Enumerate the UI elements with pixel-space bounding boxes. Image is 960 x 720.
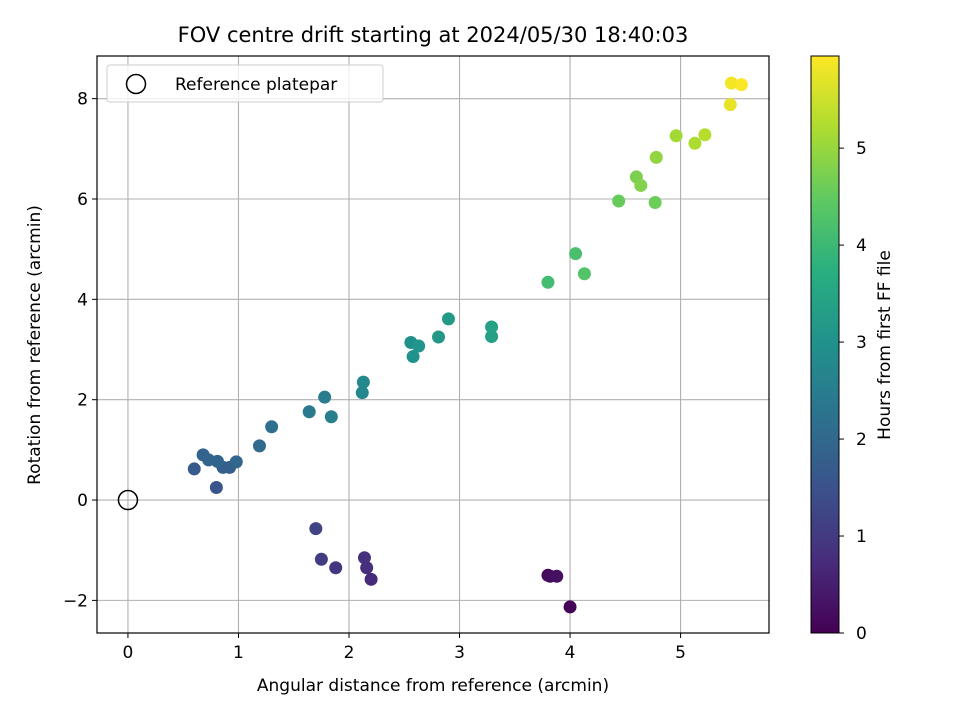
data-point — [324, 410, 338, 424]
x-tick-label: 0 — [123, 643, 134, 663]
reference-platepar-marker — [117, 489, 139, 511]
data-points — [187, 76, 748, 614]
data-point — [314, 552, 328, 566]
data-point — [563, 600, 577, 614]
data-point — [723, 98, 737, 112]
data-point — [688, 136, 702, 150]
x-axis-label: Angular distance from reference (arcmin) — [257, 676, 609, 696]
data-point — [698, 128, 712, 142]
legend: Reference platepar — [106, 64, 384, 103]
data-point — [229, 455, 243, 469]
colorbar-tick-label: 2 — [856, 430, 867, 450]
data-point — [329, 561, 343, 575]
data-point — [612, 194, 626, 208]
data-point — [550, 569, 564, 583]
data-point — [634, 178, 648, 192]
data-point — [318, 390, 332, 404]
data-point — [724, 76, 738, 90]
y-tick-label: 6 — [77, 190, 88, 210]
data-point — [648, 196, 662, 210]
y-tick-label: 0 — [77, 491, 88, 511]
x-tick-label: 3 — [454, 643, 465, 663]
chart-title: FOV centre drift starting at 2024/05/30 … — [178, 23, 689, 47]
x-tick-label: 5 — [675, 643, 686, 663]
x-tick-label: 2 — [344, 643, 355, 663]
legend-reference-marker — [125, 73, 147, 95]
y-tick-label: 8 — [77, 90, 88, 110]
colorbar-tick-label: 3 — [856, 333, 867, 353]
x-tick-label: 4 — [565, 643, 576, 663]
data-point — [209, 480, 223, 494]
colorbar-label: Hours from first FF file — [875, 250, 895, 440]
grid-lines — [97, 56, 769, 633]
data-point — [357, 551, 371, 565]
colorbar-tick-label: 4 — [856, 236, 867, 256]
colorbar-gradient — [810, 55, 840, 634]
colorbar-tick-label: 1 — [856, 527, 867, 547]
data-point — [485, 329, 499, 343]
data-point — [406, 350, 420, 364]
legend-entry-reference: Reference platepar — [175, 75, 337, 95]
colorbar-ticks: 0 1 2 3 4 5 — [839, 139, 867, 644]
data-point — [412, 339, 426, 353]
reference-marker-group — [117, 489, 139, 511]
data-point — [210, 454, 224, 468]
colorbar-tick-label: 5 — [856, 139, 867, 159]
data-point — [432, 330, 446, 344]
data-point — [669, 129, 683, 143]
data-point — [569, 247, 583, 261]
y-axis-ticks: −2 0 2 4 6 8 — [63, 90, 97, 611]
data-point — [356, 375, 370, 389]
data-point — [302, 405, 316, 419]
data-point — [355, 386, 369, 400]
y-tick-label: 2 — [77, 391, 88, 411]
data-point — [187, 462, 201, 476]
data-point — [441, 312, 455, 326]
data-point — [649, 150, 663, 164]
data-point — [309, 522, 323, 536]
colorbar: 0 1 2 3 4 5 Hours from first FF file — [810, 55, 895, 644]
data-point — [577, 267, 591, 281]
data-point — [485, 320, 499, 334]
plot-area — [96, 55, 770, 634]
data-point — [360, 561, 374, 575]
data-point — [265, 420, 279, 434]
y-tick-label: 4 — [77, 290, 88, 310]
data-point — [541, 275, 555, 289]
data-point — [252, 439, 266, 453]
x-tick-label: 1 — [233, 643, 244, 663]
y-axis-label: Rotation from reference (arcmin) — [25, 205, 45, 485]
y-tick-label: −2 — [63, 591, 88, 611]
colorbar-tick-label: 0 — [856, 624, 867, 644]
x-axis-ticks: 0 1 2 3 4 5 — [123, 633, 686, 663]
legend-box — [106, 64, 384, 103]
data-point — [364, 572, 378, 586]
data-point — [734, 78, 748, 92]
axes-frame — [96, 55, 770, 634]
